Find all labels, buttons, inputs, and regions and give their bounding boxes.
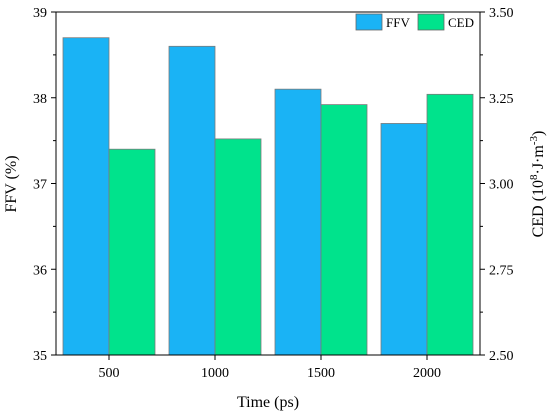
right-y-axis: 2.50 2.75 3.00 3.25 3.50 xyxy=(480,6,514,364)
legend: FFV CED xyxy=(355,13,474,31)
right-y-axis-label-sup1: 8 xyxy=(528,174,540,180)
right-tick-label: 2.50 xyxy=(489,349,514,364)
legend-swatch-ced xyxy=(417,13,445,31)
legend-swatch-ffv xyxy=(355,13,383,31)
bar-ced-1500 xyxy=(320,104,368,356)
left-tick-label: 38 xyxy=(33,92,47,107)
right-tick-label: 2.75 xyxy=(489,263,514,278)
bar-ffv-1000 xyxy=(168,45,216,356)
bar-ffv-1500 xyxy=(274,88,322,356)
left-tick-label: 36 xyxy=(33,263,47,278)
right-tick-label: 3.50 xyxy=(489,6,514,21)
bar-ffv-2000 xyxy=(380,123,428,356)
bar-ced-2000 xyxy=(426,93,474,356)
left-y-axis: 35 36 37 38 39 xyxy=(33,6,56,364)
bar-ced-500 xyxy=(108,148,156,356)
right-y-axis-label-mid: ·J·m xyxy=(530,145,547,175)
right-y-axis-label-main: CED (10 xyxy=(530,180,547,237)
legend-label-ffv: FFV xyxy=(386,15,410,30)
x-tick-label: 2000 xyxy=(413,366,441,381)
right-tick-label: 3.25 xyxy=(489,92,514,107)
x-axis: 500 1000 1500 2000 xyxy=(99,355,441,381)
bar-ffv-500 xyxy=(62,37,110,356)
right-y-axis-label-sup2: -3 xyxy=(528,136,540,146)
x-axis-label: Time (ps) xyxy=(237,394,299,411)
right-tick-label: 3.00 xyxy=(489,178,514,193)
left-y-axis-label: FFV (%) xyxy=(3,155,20,212)
left-tick-label: 35 xyxy=(33,349,47,364)
bars-layer xyxy=(62,37,474,356)
right-y-axis-label: CED (108·J·m-3) xyxy=(528,131,547,238)
left-tick-label: 39 xyxy=(33,6,47,21)
left-tick-label: 37 xyxy=(33,178,47,193)
x-tick-label: 1500 xyxy=(307,366,335,381)
bar-ced-1000 xyxy=(214,138,262,356)
x-tick-label: 1000 xyxy=(201,366,229,381)
x-tick-label: 500 xyxy=(99,366,120,381)
legend-label-ced: CED xyxy=(448,15,474,30)
right-y-axis-label-end: ) xyxy=(530,131,547,136)
